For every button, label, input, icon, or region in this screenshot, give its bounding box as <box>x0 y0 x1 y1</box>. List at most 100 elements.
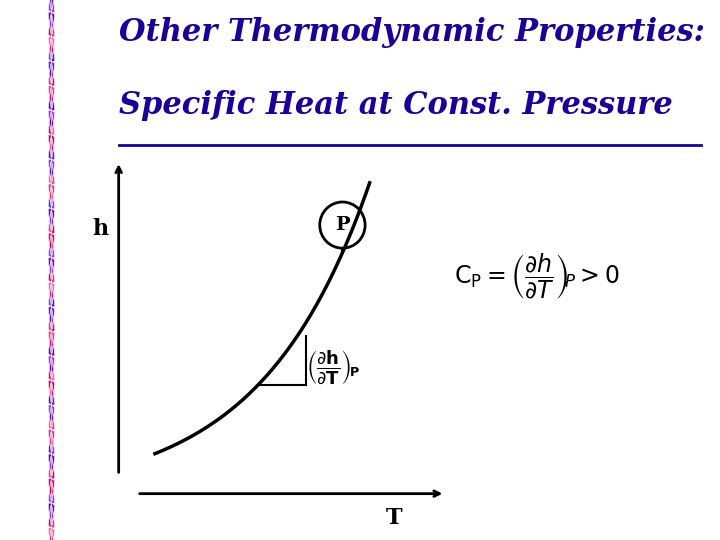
Wedge shape <box>50 528 52 540</box>
Wedge shape <box>52 454 55 467</box>
Wedge shape <box>50 461 52 478</box>
Wedge shape <box>52 517 55 528</box>
Wedge shape <box>52 62 55 73</box>
Wedge shape <box>52 100 55 111</box>
Wedge shape <box>52 62 53 79</box>
Wedge shape <box>48 258 52 268</box>
Wedge shape <box>48 172 52 184</box>
Wedge shape <box>52 289 53 307</box>
Wedge shape <box>52 478 53 496</box>
Wedge shape <box>48 221 52 233</box>
Wedge shape <box>48 270 52 282</box>
Wedge shape <box>52 419 55 429</box>
Wedge shape <box>48 442 52 454</box>
Wedge shape <box>50 191 52 208</box>
Wedge shape <box>52 332 55 343</box>
Text: $\mathrm{C_P} = \left(\dfrac{\partial h}{\partial T}\right)_{\!\!P} > 0$: $\mathrm{C_P} = \left(\dfrac{\partial h}… <box>454 251 619 301</box>
Wedge shape <box>52 192 53 208</box>
Wedge shape <box>52 12 53 30</box>
Wedge shape <box>52 282 55 294</box>
Wedge shape <box>50 19 52 37</box>
Wedge shape <box>50 159 52 177</box>
Wedge shape <box>52 405 55 417</box>
Wedge shape <box>48 123 52 135</box>
Wedge shape <box>48 503 52 514</box>
Wedge shape <box>50 510 52 528</box>
Wedge shape <box>52 2 55 12</box>
Wedge shape <box>48 528 52 538</box>
Wedge shape <box>52 437 53 454</box>
Wedge shape <box>48 429 52 440</box>
Wedge shape <box>48 381 52 391</box>
Wedge shape <box>52 503 53 521</box>
Wedge shape <box>52 510 53 528</box>
Wedge shape <box>52 208 53 226</box>
Wedge shape <box>50 388 52 405</box>
Wedge shape <box>50 478 52 496</box>
Wedge shape <box>52 429 53 447</box>
Wedge shape <box>52 478 55 491</box>
Wedge shape <box>52 413 53 429</box>
Wedge shape <box>52 443 55 454</box>
Wedge shape <box>50 0 52 12</box>
Wedge shape <box>52 135 55 147</box>
Wedge shape <box>52 86 53 103</box>
Wedge shape <box>50 429 52 447</box>
Wedge shape <box>48 454 52 465</box>
Wedge shape <box>52 405 53 422</box>
Wedge shape <box>52 247 55 258</box>
Wedge shape <box>52 149 55 159</box>
Wedge shape <box>50 86 52 103</box>
Wedge shape <box>52 135 53 152</box>
Wedge shape <box>48 356 52 367</box>
Wedge shape <box>48 343 52 356</box>
Wedge shape <box>50 142 52 159</box>
Wedge shape <box>48 135 52 146</box>
Wedge shape <box>52 356 53 373</box>
Wedge shape <box>48 417 52 429</box>
Wedge shape <box>52 363 53 381</box>
Wedge shape <box>52 111 53 128</box>
Wedge shape <box>52 528 55 540</box>
Wedge shape <box>50 37 52 54</box>
Wedge shape <box>48 147 52 159</box>
Wedge shape <box>52 143 53 159</box>
Wedge shape <box>52 240 53 258</box>
Wedge shape <box>48 159 52 170</box>
Wedge shape <box>50 69 52 86</box>
Wedge shape <box>48 86 52 97</box>
Wedge shape <box>52 124 55 135</box>
Wedge shape <box>50 118 52 135</box>
Wedge shape <box>52 296 55 307</box>
Wedge shape <box>52 454 53 471</box>
Wedge shape <box>48 233 52 244</box>
Wedge shape <box>48 467 52 478</box>
Wedge shape <box>50 111 52 127</box>
Wedge shape <box>52 462 53 478</box>
Wedge shape <box>52 12 55 24</box>
Wedge shape <box>48 12 52 23</box>
Wedge shape <box>48 405 52 416</box>
Wedge shape <box>52 118 53 135</box>
Wedge shape <box>52 468 55 478</box>
Wedge shape <box>52 93 53 111</box>
Wedge shape <box>52 528 53 540</box>
Wedge shape <box>48 393 52 405</box>
Wedge shape <box>48 98 52 111</box>
Wedge shape <box>52 19 53 37</box>
Text: h: h <box>92 218 109 240</box>
Wedge shape <box>50 332 52 348</box>
Wedge shape <box>50 233 52 251</box>
Wedge shape <box>50 412 52 429</box>
Wedge shape <box>50 437 52 454</box>
Wedge shape <box>50 356 52 373</box>
Wedge shape <box>50 265 52 282</box>
Wedge shape <box>48 208 52 219</box>
Wedge shape <box>52 69 53 86</box>
Wedge shape <box>52 492 55 503</box>
Wedge shape <box>52 429 55 442</box>
Wedge shape <box>52 370 55 381</box>
Wedge shape <box>52 486 53 503</box>
Wedge shape <box>48 37 52 48</box>
Wedge shape <box>48 49 52 62</box>
